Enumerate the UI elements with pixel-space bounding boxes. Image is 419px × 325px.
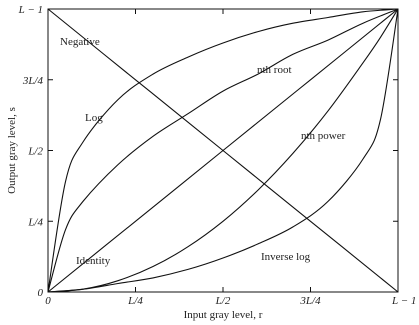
curve-label-negative: Negative <box>60 36 100 48</box>
y-tick-label: L − 1 <box>18 4 43 16</box>
series-line-nth-root <box>47 8 399 293</box>
x-tick-label: 3L/4 <box>299 295 321 307</box>
x-tick-label: L/2 <box>215 295 231 307</box>
curve-label-log: Log <box>85 112 103 124</box>
x-tick-label: 0 <box>45 295 51 307</box>
y-tick-label: L/4 <box>27 216 43 228</box>
x-tick-label: L/4 <box>127 295 143 307</box>
series-line-inverse-log <box>47 8 399 293</box>
curve-label-nth-root: nth root <box>257 64 292 76</box>
curve-label-inverse-log: Inverse log <box>261 251 311 263</box>
x-axis-title: Input gray level, r <box>184 309 263 321</box>
y-tick-label: 3L/4 <box>22 75 44 87</box>
series-line-identity <box>47 8 399 293</box>
y-tick-label: 0 <box>38 287 44 299</box>
x-tick-label: L − 1 <box>391 295 416 307</box>
series-line-log <box>47 8 399 293</box>
curve-label-identity: Identity <box>76 255 111 267</box>
series-line-nth-power <box>47 8 399 293</box>
curve-label-nth-power: nth power <box>301 130 346 142</box>
y-tick-label: L/2 <box>27 146 43 158</box>
y-axis-title: Output gray level, s <box>6 107 18 194</box>
